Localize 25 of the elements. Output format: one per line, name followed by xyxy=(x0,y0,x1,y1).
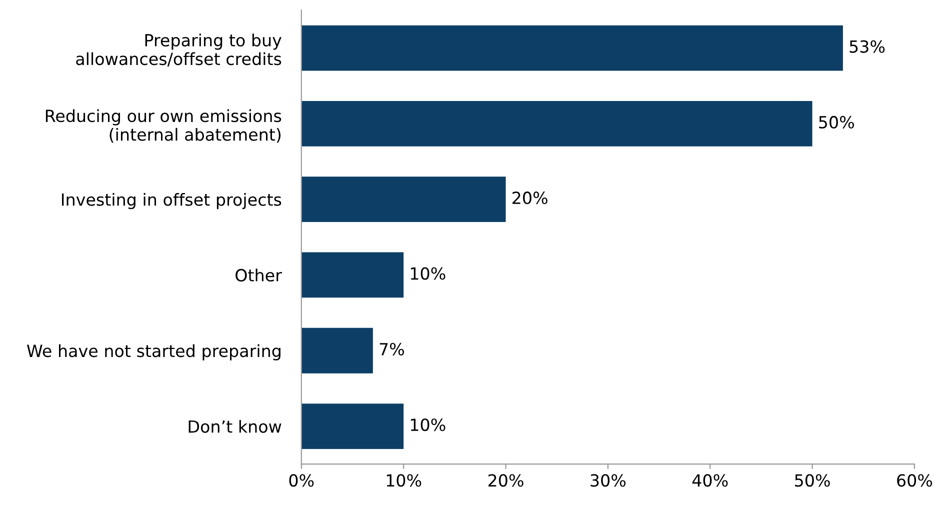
bar xyxy=(301,328,373,374)
y-tick-label: Investing in offset projects xyxy=(62,192,282,210)
bar xyxy=(301,25,843,71)
data-label: 50% xyxy=(819,116,854,129)
x-tick-label: 40% xyxy=(692,474,728,487)
bar xyxy=(301,176,506,222)
y-tick-label: Other xyxy=(236,268,282,282)
data-label: 53% xyxy=(850,40,885,53)
x-tick-label: 30% xyxy=(590,474,626,487)
bar xyxy=(301,252,404,298)
y-tick-label: Reducing our own emissions (internal abatement) xyxy=(46,109,282,143)
y-tick-label: Don’t know xyxy=(188,420,282,433)
data-label: 10% xyxy=(410,418,446,432)
data-label: 20% xyxy=(512,192,548,204)
data-label: 10% xyxy=(410,267,446,280)
bar xyxy=(301,404,404,449)
y-tick-label: We have not started preparing xyxy=(26,344,280,360)
data-label: 7% xyxy=(380,342,404,356)
bar xyxy=(301,100,812,146)
x-tick-label: 10% xyxy=(386,474,422,487)
x-tick-label: 20% xyxy=(488,474,524,487)
y-tick-label: Preparing to buy allowances/offset credits xyxy=(76,34,282,66)
x-tick-label: 0% xyxy=(289,474,314,487)
x-tick-label: 60% xyxy=(897,474,932,487)
x-tick-label: 50% xyxy=(795,474,830,487)
